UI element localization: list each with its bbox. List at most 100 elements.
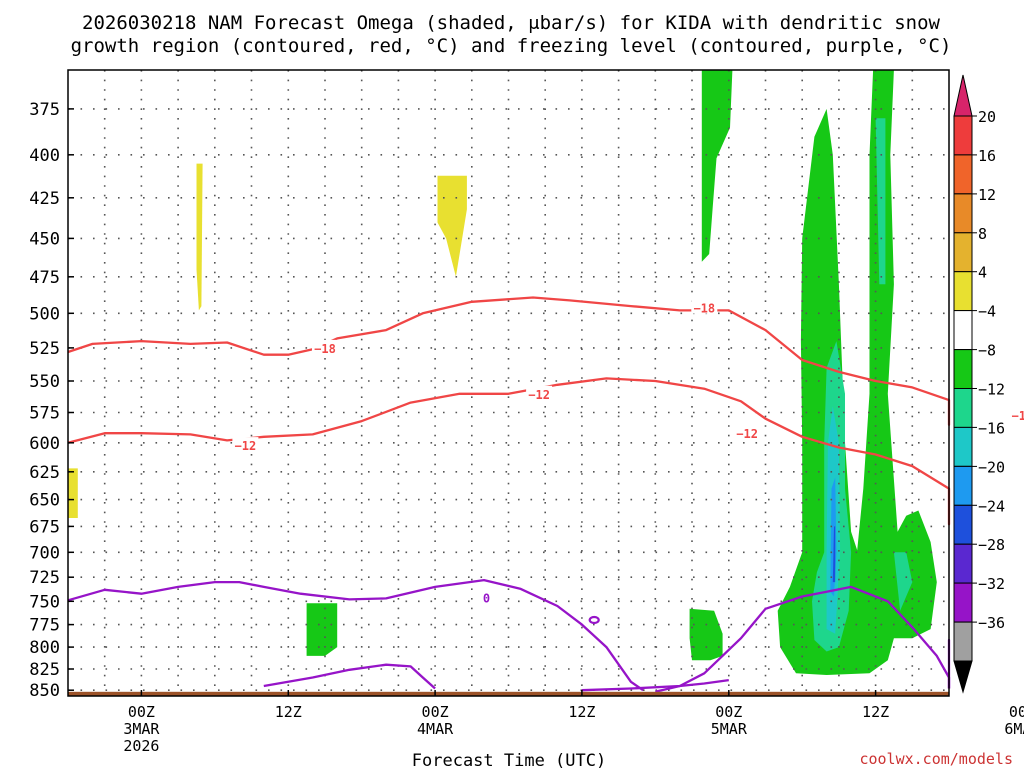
x-tick-date: 6MAR [1004, 720, 1024, 738]
y-tick-label: 500 [29, 304, 60, 324]
colorbar-label: −32 [978, 575, 1005, 593]
x-tick-label: 00Z [715, 703, 742, 721]
contour-label-dgz-12-a: −12 [235, 439, 257, 453]
omega-fill-seagreen-top [875, 118, 886, 285]
colorbar-swatch [953, 465, 973, 506]
y-tick-label: 825 [29, 660, 60, 680]
omega-fill-green-top [701, 70, 733, 262]
omega-fill-green-left-blob [306, 603, 338, 656]
contour-label-dgz-12-c: −12 [736, 427, 758, 441]
y-tick-label: 750 [29, 592, 60, 612]
contour-freezing-0c [655, 585, 951, 693]
y-tick-label: 650 [29, 491, 60, 511]
colorbar-label: 8 [978, 225, 987, 243]
contour-label-bg [232, 437, 259, 452]
plot-frame [67, 69, 950, 697]
colorbar-swatch [953, 193, 973, 234]
y-tick-label: 800 [29, 638, 60, 658]
colorbar-swatch [953, 271, 973, 312]
y-tick-label: 575 [29, 404, 60, 424]
colorbar-label: 12 [978, 186, 996, 204]
y-tick-label: 600 [29, 434, 60, 454]
y-tick-label: 700 [29, 543, 60, 563]
x-tick-label: 00Z [128, 703, 155, 721]
colorbar-label: −36 [978, 614, 1005, 632]
contour-label-freezing-0: 0 [483, 592, 490, 606]
x-axis-label: Forecast Time (UTC) [412, 751, 606, 768]
y-tick-label: 775 [29, 616, 60, 636]
contour-freezing-0 [67, 578, 644, 692]
omega-fill-green-mid-blob [689, 608, 723, 661]
colorbar-swatch [953, 543, 973, 584]
colorbar-swatch [953, 115, 973, 156]
credit-text: coolwx.com/models [859, 750, 1013, 768]
contour-label-dgz-18-c: −18 [1012, 409, 1024, 423]
y-tick-label: 400 [29, 146, 60, 166]
colorbar-swatch [953, 310, 973, 351]
contour-label-dgz-18-a: −18 [314, 342, 336, 356]
colorbar-label: −8 [978, 342, 996, 360]
y-tick-label: 850 [29, 681, 60, 701]
x-tick-label: 00Z [422, 703, 449, 721]
colorbar-label: −20 [978, 458, 1005, 476]
y-tick-label: 675 [29, 517, 60, 537]
omega-fills [68, 70, 937, 675]
colorbar-swatch [953, 349, 973, 390]
colorbar-swatch [953, 232, 973, 273]
contour-label-bg [734, 425, 761, 440]
colorbar-top-triangle [953, 74, 973, 117]
omega-fill-darkblue-core [832, 526, 836, 583]
x-tick-label: 12Z [275, 703, 302, 721]
contour-label-bg [312, 339, 338, 354]
colorbar-label: −24 [978, 497, 1005, 515]
omega-fill-yellow-narrow [196, 163, 203, 311]
contour-label-bg [691, 299, 718, 314]
x-tick-year: 2026 [123, 737, 159, 755]
x-tick-label: 12Z [568, 703, 595, 721]
contour-label-dgz-18-b: −18 [693, 302, 715, 316]
contour-label-bg [473, 589, 500, 604]
y-tick-label: 450 [29, 229, 60, 249]
colorbar-label: 16 [978, 147, 996, 165]
colorbar-label: −16 [978, 419, 1005, 437]
omega-fill-green-main [777, 70, 937, 675]
colorbar-swatch [953, 426, 973, 467]
freezing-small-loop [588, 615, 600, 625]
y-tick-label: 475 [29, 268, 60, 288]
y-tick-label: 525 [29, 339, 60, 359]
colorbar-label: 20 [978, 108, 996, 126]
x-tick-label: 12Z [862, 703, 889, 721]
x-tick-date: 4MAR [417, 720, 454, 738]
y-tick-label: 375 [29, 100, 60, 120]
colorbar: 20 16 12 8 4 −4 −8 −12 −16 −20 −24 −28 −32 −36 [953, 74, 1005, 694]
colorbar-swatch [953, 154, 973, 195]
colorbar-label: −28 [978, 536, 1005, 554]
x-tick-date: 5MAR [711, 720, 748, 738]
y-tick-label: 725 [29, 568, 60, 588]
y-tick-label: 425 [29, 189, 60, 209]
x-tick-date: 3MAR [123, 720, 160, 738]
y-tick-label: 625 [29, 463, 60, 483]
colorbar-swatch [953, 621, 973, 662]
colorbar-label: −4 [978, 303, 996, 321]
omega-fill-seagreen-right [893, 552, 913, 611]
omega-fill-yellow-upper-left [437, 175, 467, 277]
colorbar-swatch [953, 388, 973, 428]
colorbar-swatch [953, 582, 973, 623]
x-axis: 00Z3MAR202612Z00Z4MAR12Z00Z5MAR12Z00Z6MA… [123, 690, 1024, 755]
y-axis: 375 400 425 450 475 500 525 550 575 600 625 650 675 7… [29, 100, 74, 701]
x-tick-label: 00Z [1009, 703, 1024, 721]
colorbar-swatch [953, 504, 973, 545]
y-tick-label: 550 [29, 372, 60, 392]
colorbar-label: 4 [978, 264, 987, 282]
contour-label-bg [1009, 407, 1024, 421]
chart-title-line2: growth region (contoured, red, °C) and f… [71, 35, 952, 57]
chart-title-line1: 2026030218 NAM Forecast Omega (shaded, μ… [82, 12, 940, 34]
contour-label-dgz-12-b: −12 [528, 388, 550, 402]
colorbar-bottom-triangle [953, 660, 973, 694]
omega-fill-yellow-edge [68, 468, 78, 518]
terrain-band [68, 691, 949, 696]
terrain [68, 691, 949, 696]
contour-freezing-0d [263, 663, 436, 690]
